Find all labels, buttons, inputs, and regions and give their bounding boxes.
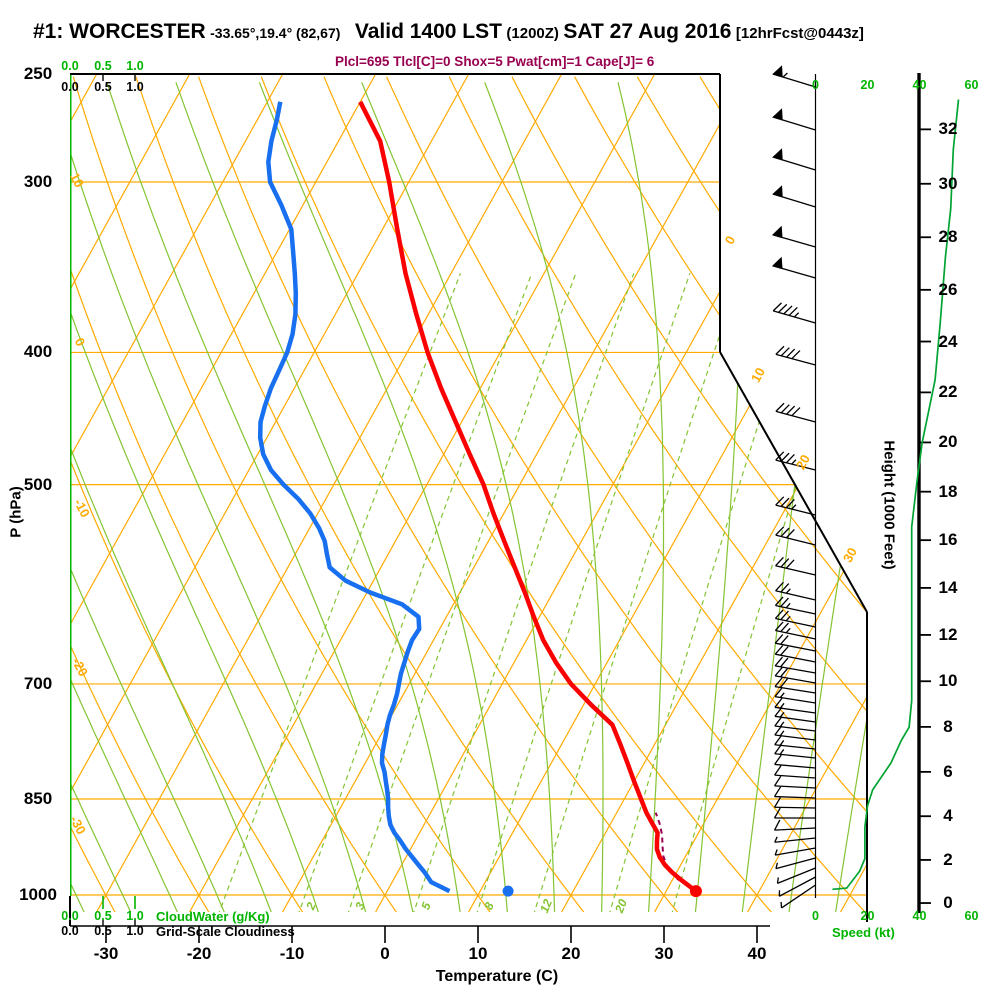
height-tick-label: 26	[938, 279, 958, 299]
height-tick-label: 12	[938, 624, 958, 644]
cloudwater-scale-top: 1.0	[126, 59, 144, 73]
pressure-tick-label: 500	[23, 474, 53, 494]
cloudwater-label: CloudWater (g/Kg)	[156, 909, 270, 924]
speed-tick-label-top: 20	[860, 78, 875, 92]
cloudiness-scale-top: 1.0	[126, 80, 144, 94]
valid-date: SAT 27 Aug 2016	[563, 20, 732, 43]
pressure-tick-label: 850	[23, 788, 53, 808]
cloudiness-scale-top: 0.5	[94, 80, 112, 94]
height-tick-label: 16	[938, 530, 958, 550]
valid-time: Valid 1400 LST	[354, 20, 502, 43]
speed-tick-label-bottom: 60	[964, 909, 979, 923]
height-axis-label: Height (1000 Feet)	[880, 440, 898, 570]
cloudwater-scale-bottom: 0.0	[61, 909, 79, 923]
cloudiness-label: Grid-Scale Cloudiness	[156, 924, 295, 939]
temperature-axis-label: Temperature (C)	[435, 968, 559, 985]
zulu-time: (1200Z)	[506, 25, 559, 42]
cloudiness-scale-bottom: 1.0	[126, 924, 144, 938]
pressure-tick-label: 300	[23, 172, 53, 191]
cloudwater-scale-top: 0.0	[61, 59, 79, 73]
temperature-tick-label: 10	[468, 944, 488, 963]
height-tick-label: 30	[938, 173, 958, 193]
stability-indices: Plcl=695 Tlcl[C]=0 Shox=5 Pwat[cm]=1 Cap…	[335, 54, 655, 69]
pressure-axis-label: P (hPa)	[7, 486, 25, 538]
speed-tick-label-top: 60	[964, 78, 979, 92]
speed-axis-label: Speed (kt)	[832, 925, 895, 940]
height-tick-label: 14	[938, 577, 958, 597]
temperature-tick-label: -30	[93, 944, 119, 963]
temperature-tick-label: 0	[380, 944, 390, 963]
height-tick-label: 28	[938, 227, 958, 247]
height-tick-label: 20	[938, 432, 958, 452]
height-tick-label: 32	[938, 119, 958, 139]
speed-tick-label-top: 0	[812, 78, 819, 92]
pressure-tick-label: 400	[23, 342, 53, 362]
height-tick-label: 4	[943, 806, 953, 826]
height-tick-label: 2	[943, 849, 953, 869]
temperature-tick-label: 20	[561, 944, 581, 963]
station-coords: -33.65°,19.4° (82,67)	[210, 25, 341, 41]
height-tick-label: 8	[943, 716, 953, 736]
pressure-tick-label: 250	[23, 64, 53, 83]
pressure-tick-label: 700	[23, 673, 53, 693]
temperature-tick-label: 30	[654, 944, 674, 963]
cloudiness-scale-bottom: 0.0	[61, 924, 79, 938]
temperature-tick-label: -20	[186, 944, 212, 963]
cloudiness-scale-top: 0.0	[61, 80, 79, 94]
station-name: #1: WORCESTER	[33, 20, 206, 43]
height-tick-label: 24	[938, 331, 958, 351]
pressure-tick-label: 1000	[19, 885, 57, 905]
temperature-tick-label: -10	[279, 944, 305, 963]
speed-tick-label-bottom: 0	[812, 909, 819, 923]
speed-tick-label-bottom: 20	[860, 909, 875, 923]
cloudiness-scale-bottom: 0.5	[94, 924, 112, 938]
height-tick-label: 6	[943, 761, 953, 781]
speed-tick-label-bottom: 40	[912, 909, 927, 923]
speed-tick-label-top: 40	[912, 78, 927, 92]
cloudwater-scale-bottom: 0.5	[94, 909, 112, 923]
temperature-tick-label: 40	[747, 944, 767, 963]
cloudwater-scale-bottom: 1.0	[126, 909, 144, 923]
height-tick-label: 22	[938, 382, 958, 402]
height-tick-label: 18	[938, 481, 958, 501]
height-tick-label: 10	[938, 671, 958, 691]
cloudwater-scale-top: 0.5	[94, 59, 112, 73]
forecast-ref: [12hrFcst@0443z]	[735, 25, 864, 42]
chart-title: #1: WORCESTER -33.65°,19.4° (82,67) Vali…	[33, 20, 864, 44]
height-tick-label: 0	[943, 893, 953, 913]
